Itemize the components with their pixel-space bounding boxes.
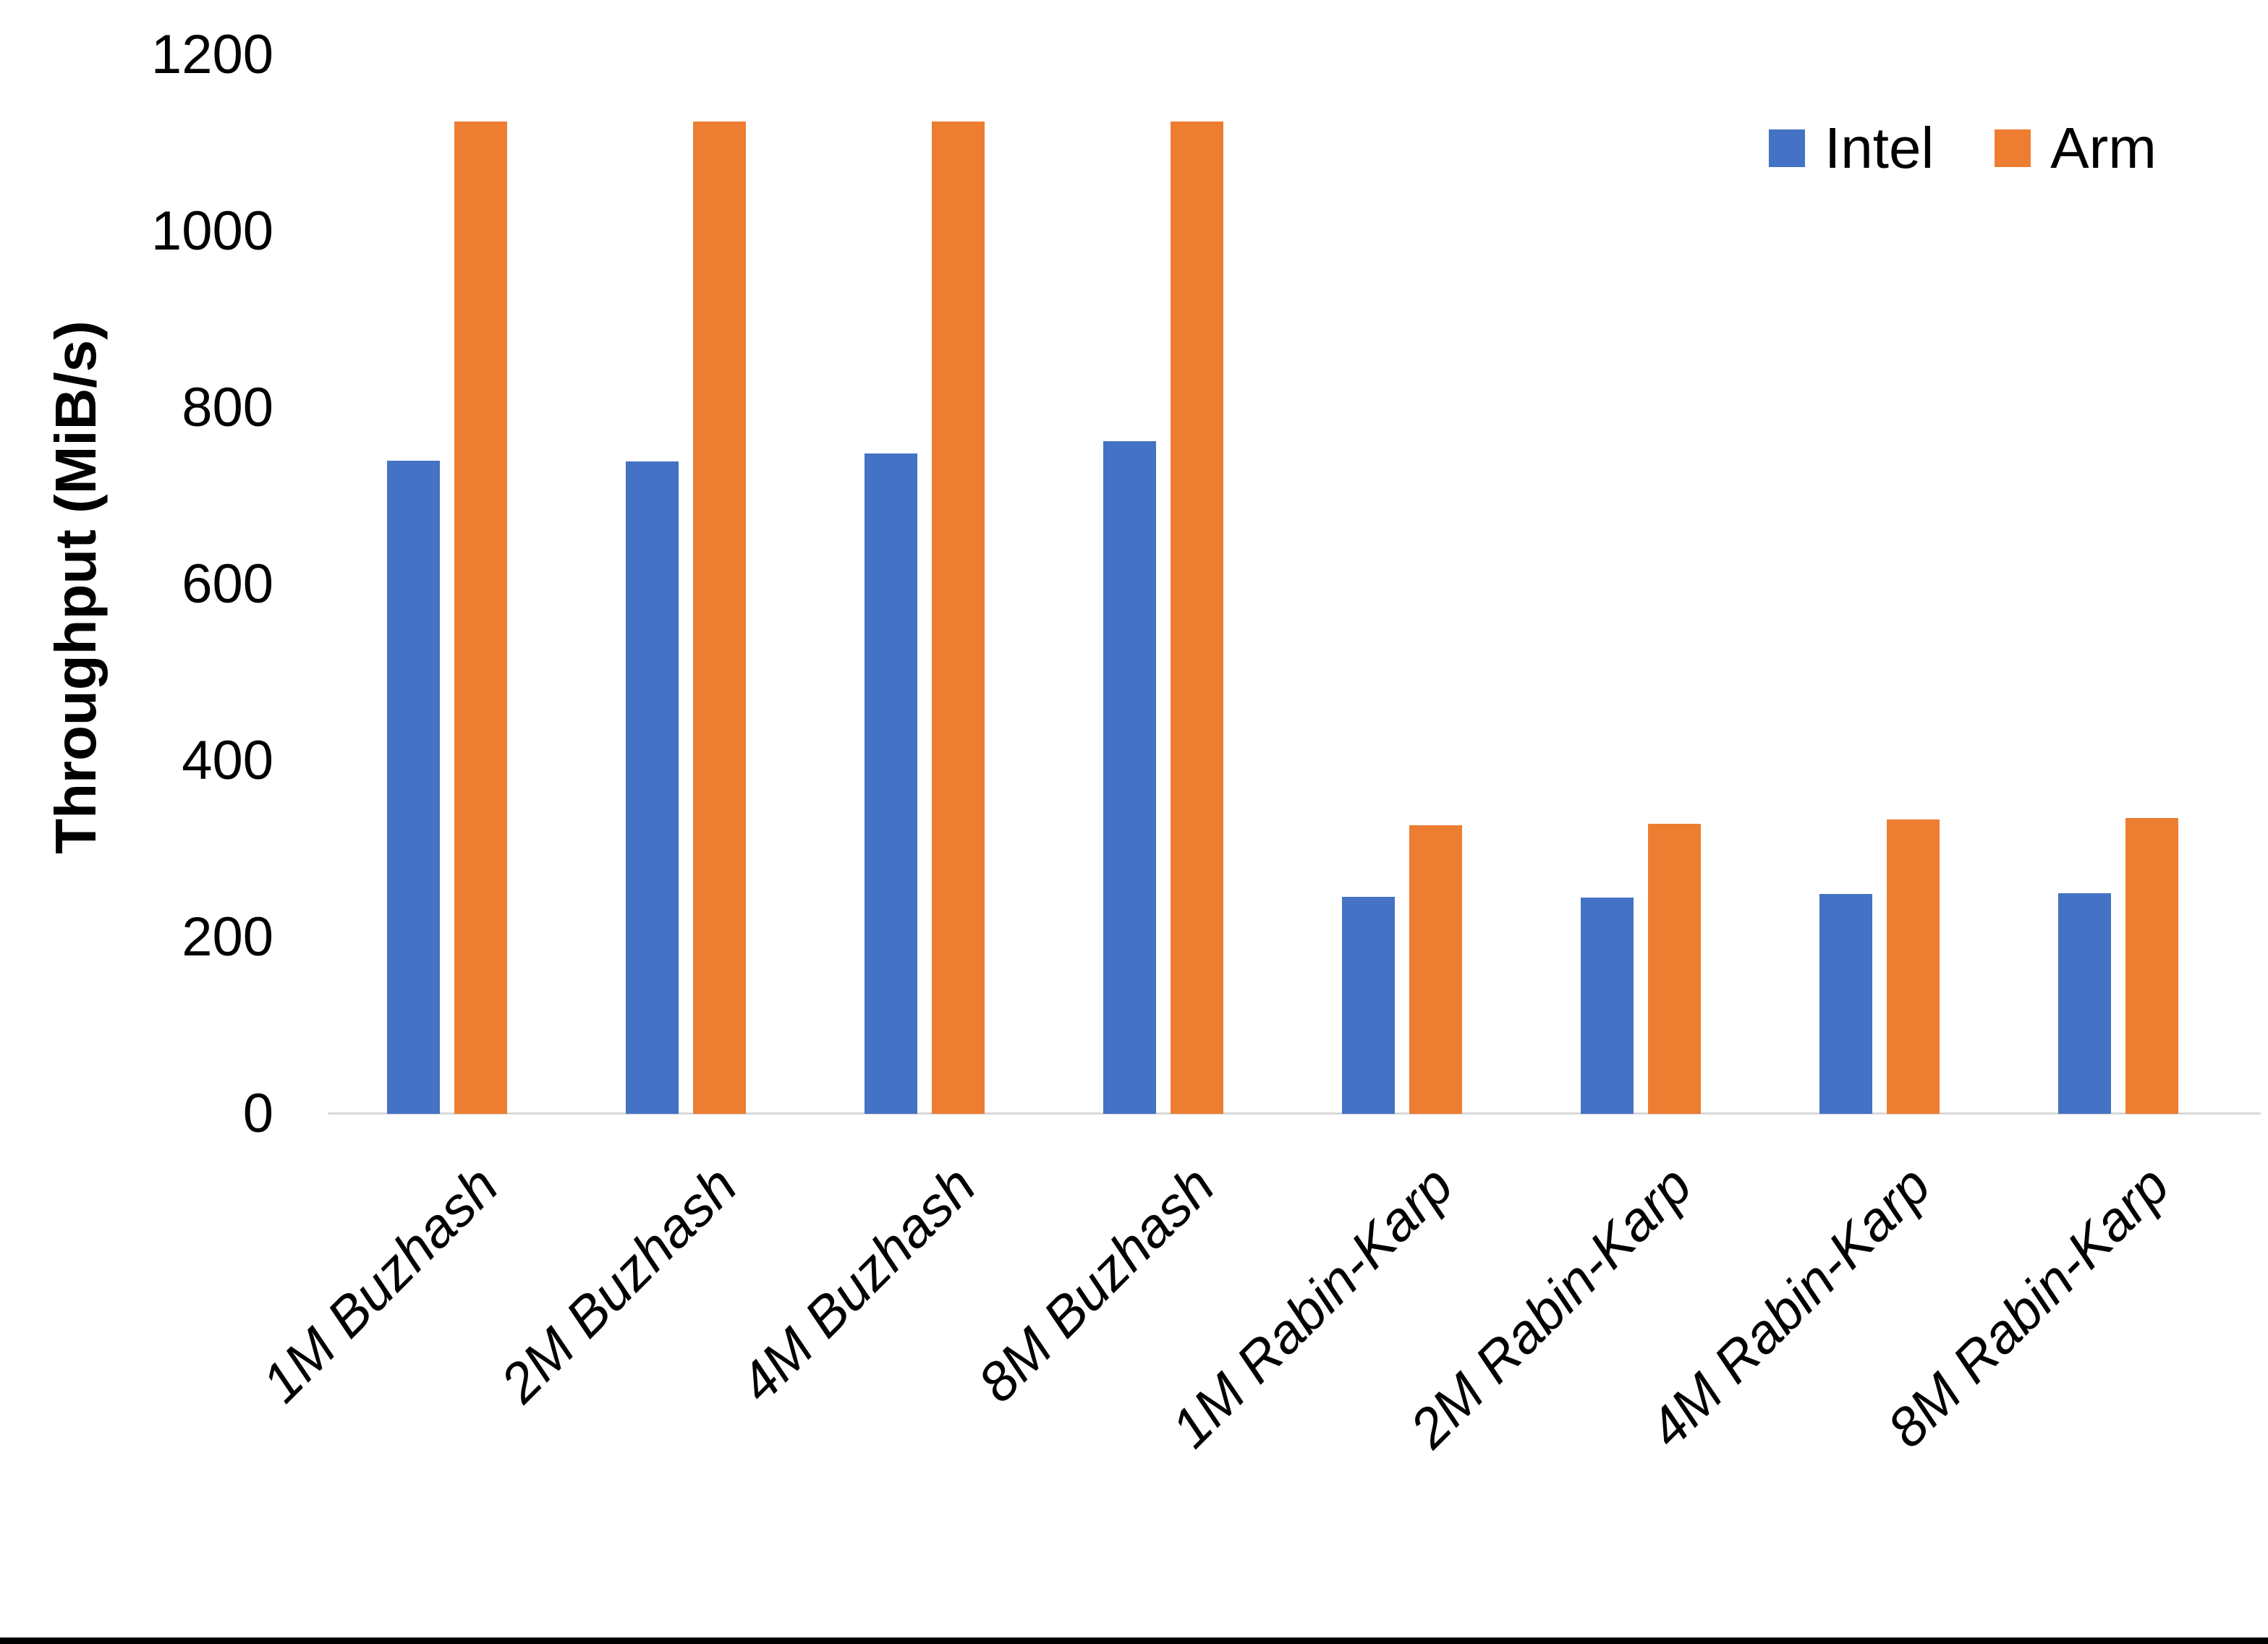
y-tick-label-1200: 1200 [150, 24, 273, 85]
y-tick-label-1000: 1000 [150, 200, 273, 262]
x-label-4m-buzhash: 4M Buzhash [727, 1154, 988, 1415]
y-tick-label-200: 200 [182, 906, 273, 968]
bar-intel-8m-rabin-karp [2058, 893, 2111, 1114]
bottom-border [0, 1637, 2268, 1644]
x-axis-line [328, 1112, 2261, 1115]
legend-label-arm: Arm [2050, 116, 2157, 180]
bar-intel-8m-buzhash [1103, 441, 1156, 1114]
bar-arm-8m-buzhash [1171, 121, 1223, 1114]
legend: Intel Arm [1769, 112, 2157, 184]
bar-arm-8m-rabin-karp [2125, 818, 2178, 1114]
bar-intel-1m-buzhash [387, 461, 440, 1114]
x-label-2m-buzhash: 2M Buzhash [488, 1154, 749, 1415]
x-label-1m-buzhash: 1M Buzhash [250, 1154, 510, 1415]
bar-arm-2m-buzhash [693, 121, 746, 1114]
y-tick-label-400: 400 [182, 730, 273, 791]
bar-arm-1m-buzhash [454, 121, 507, 1114]
arm-swatch-icon [1995, 129, 2031, 167]
bar-intel-2m-rabin-karp [1581, 898, 1634, 1114]
y-tick-label-800: 800 [182, 377, 273, 438]
bar-intel-4m-rabin-karp [1819, 894, 1872, 1114]
legend-item-arm: Arm [1995, 112, 2157, 184]
bar-intel-1m-rabin-karp [1342, 896, 1395, 1114]
y-tick-label-0: 0 [242, 1083, 273, 1144]
bar-arm-2m-rabin-karp [1648, 823, 1701, 1114]
bar-arm-1m-rabin-karp [1409, 825, 1462, 1114]
bar-arm-4m-rabin-karp [1887, 819, 1940, 1114]
intel-swatch-icon [1769, 129, 1805, 167]
bar-intel-4m-buzhash [865, 453, 917, 1114]
x-label-8m-buzhash: 8M Buzhash [966, 1154, 1226, 1415]
bar-intel-2m-buzhash [626, 461, 679, 1114]
legend-item-intel: Intel [1769, 112, 1934, 184]
y-tick-label-600: 600 [182, 553, 273, 615]
legend-label-intel: Intel [1825, 116, 1934, 180]
bar-arm-4m-buzhash [932, 121, 985, 1114]
